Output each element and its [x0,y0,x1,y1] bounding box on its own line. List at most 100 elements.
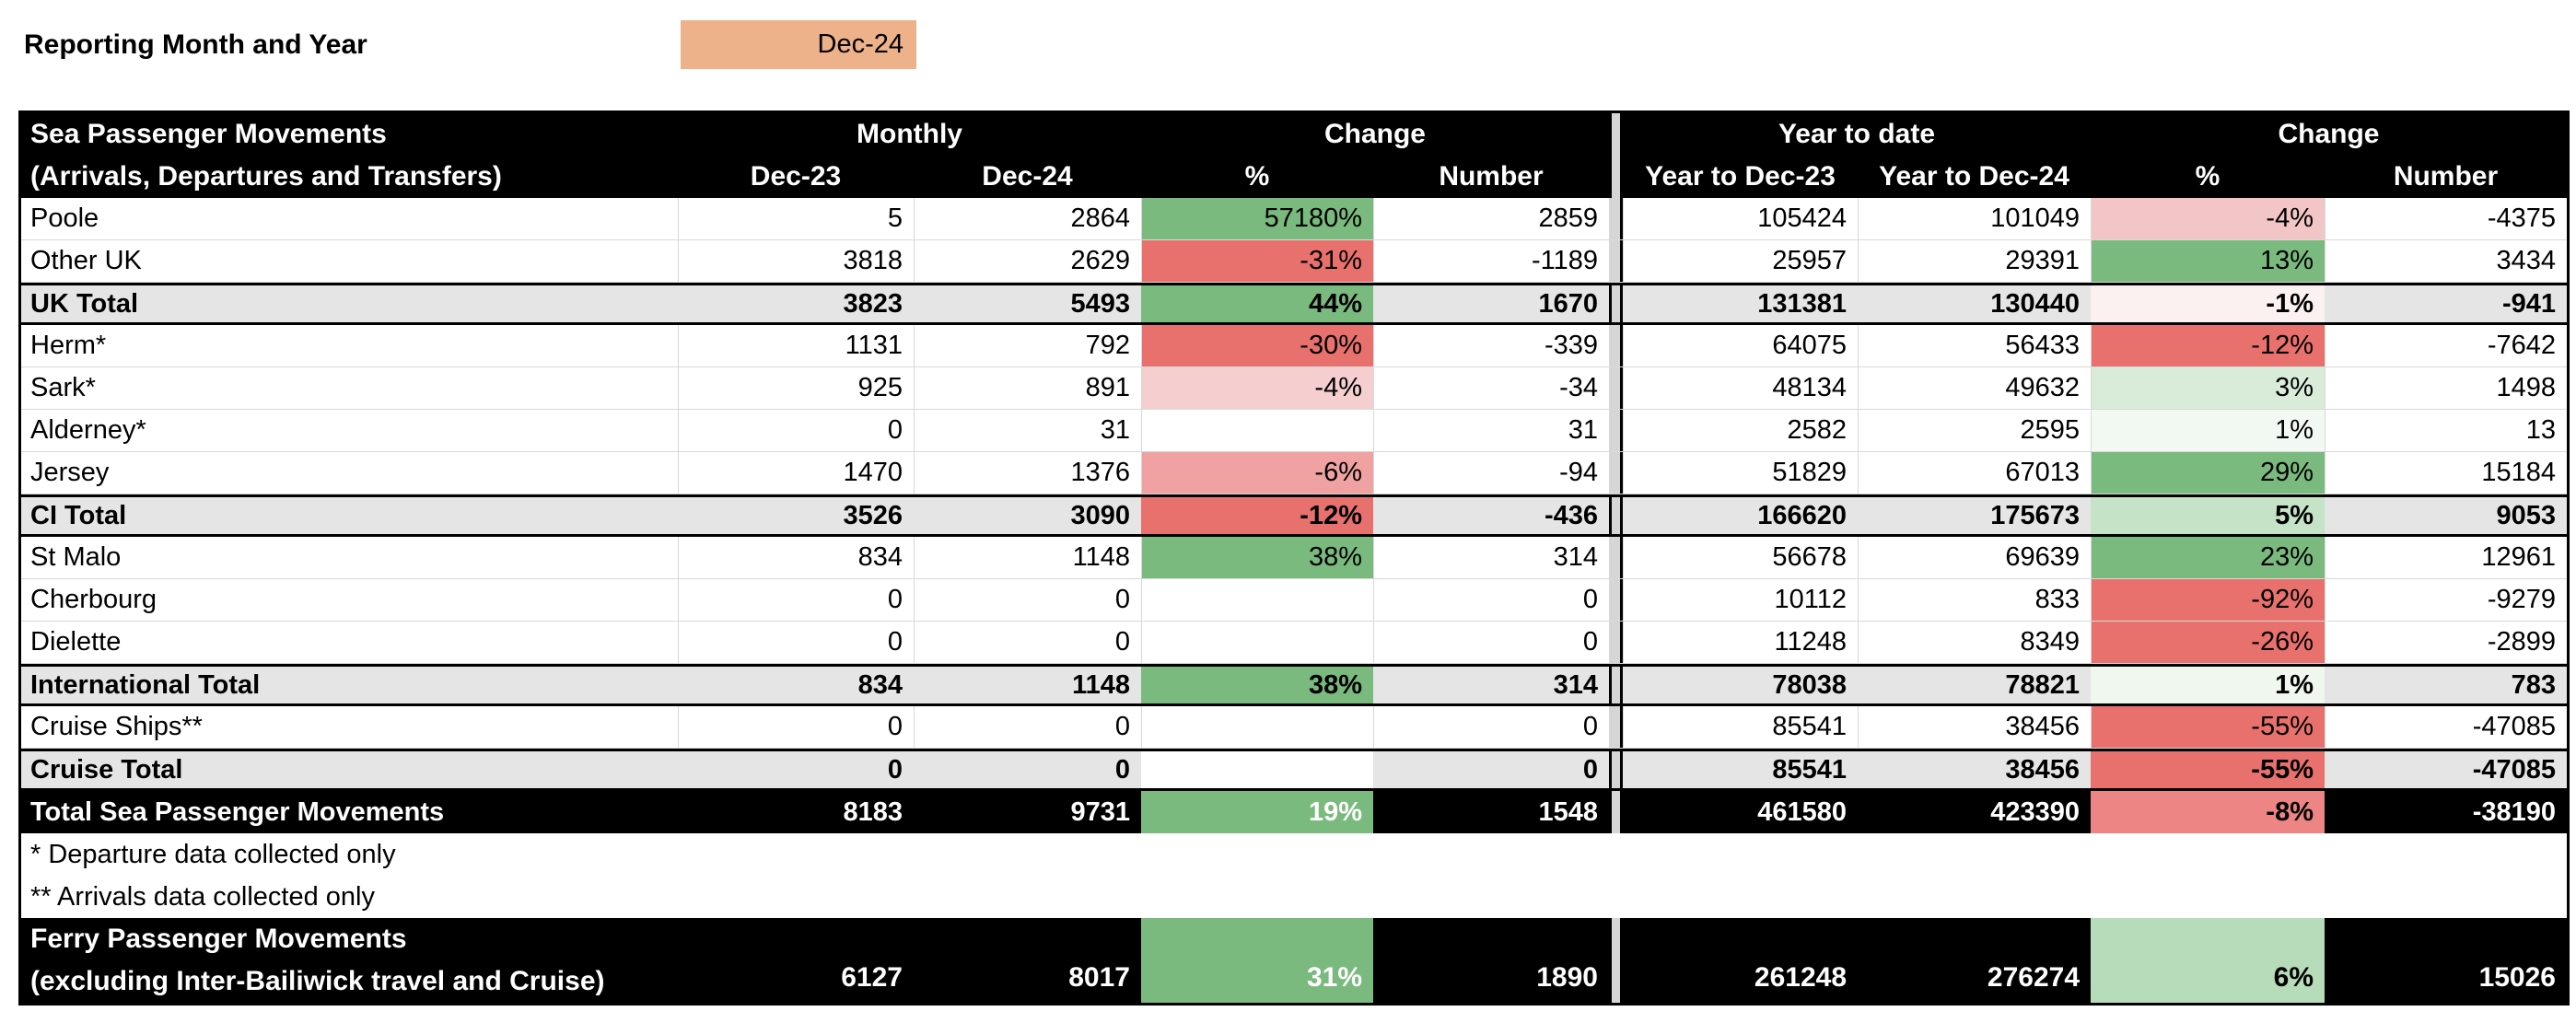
cell-monthly-dec24: 1376 [914,452,1141,494]
header-ytd-group: Year to date [1778,119,1936,149]
cell-label: Cruise Total [30,754,183,785]
cell-monthly-dec23: 925 [678,367,914,409]
cell-ytd-number: -7642 [2325,325,2567,366]
col-header-ytd-dec24: Year to Dec-24 [1879,161,2069,192]
cell-monthly-pct: 57180% [1141,198,1373,239]
cell-label: Sark* [30,373,96,402]
cell-ytd-pct: -55% [2091,751,2325,788]
cell-ytd-dec23: 10112 [1623,579,1858,621]
table-row-poole: Poole 5 2864 57180% 2859 105424 101049 -4% -4375 [21,198,2567,240]
cell-ytd-dec24: 78821 [2005,669,2080,700]
col-header-monthly-dec24: Dec-24 [982,161,1073,192]
cell-monthly-number: -94 [1373,452,1609,494]
cell-label: Herm* [30,331,107,360]
cell-separator [1609,240,1623,282]
cell-monthly-dec24: 0 [914,579,1141,621]
cell-ytd-dec23: 64075 [1623,325,1858,366]
col-header-ytd-pct: % [2195,161,2220,192]
cell-separator [1609,497,1623,534]
cell-monthly-pct [1141,622,1373,663]
cell-monthly-number: 1890 [1536,962,1598,993]
cell-ytd-dec24: 8349 [1858,622,2091,663]
cell-monthly-pct: 38% [1141,667,1373,703]
section-separator [1609,113,1623,156]
col-header-monthly-pct: % [1244,161,1270,192]
header-monthly-group: Monthly [857,119,962,149]
table-row-total-sea-passenger-movements: Total Sea Passenger Movements 8183 9731 19%… [21,791,2567,833]
cell-monthly-number: 0 [1582,754,1598,785]
cell-monthly-dec23: 3818 [678,240,914,282]
cell-ytd-pct: 3% [2091,367,2325,409]
header-monthly-change-group: Change [1323,119,1426,149]
cell-ytd-dec23: 261248 [1754,962,1847,993]
cell-monthly-number: -1189 [1373,240,1609,282]
cell-monthly-dec23: 0 [678,579,914,621]
cell-ytd-pct: 23% [2091,537,2325,578]
col-header-ytd-number: Number [2393,161,2499,192]
cell-separator [1609,285,1623,322]
section-separator [1609,918,1623,1003]
reporting-month-value-cell[interactable]: Dec-24 [681,20,916,69]
header-row-columns: (Arrivals, Departures and Transfers) Dec… [21,156,2567,198]
table-row-alderney: Alderney* 0 31 31 2582 2595 1% 13 [21,410,2567,452]
cell-ytd-dec24: 276274 [1987,962,2080,993]
cell-monthly-dec23: 3526 [843,500,903,530]
cell-label: UK Total [30,288,139,319]
cell-ytd-dec23: 105424 [1623,198,1858,239]
cell-monthly-pct: -4% [1141,367,1373,409]
table-body: Poole 5 2864 57180% 2859 105424 101049 -4% -4375… [21,198,2567,833]
cell-monthly-number: 0 [1373,622,1609,663]
cell-monthly-pct: -6% [1141,452,1373,494]
cell-separator [1609,410,1623,451]
footnote-arrivals: ** Arrivals data collected only [21,876,2567,918]
cell-ytd-dec24: 175673 [1990,500,2080,530]
cell-ytd-pct: 29% [2091,452,2325,494]
cell-monthly-dec24: 0 [914,706,1141,748]
table-row-uk-total: UK Total 3823 5493 44% 1670 131381 130440 -1% -9… [21,283,2567,325]
cell-ytd-pct: 1% [2091,667,2325,703]
cell-ytd-number: 15184 [2325,452,2567,494]
cell-ytd-number: 15026 [2478,962,2556,993]
cell-label: Cherbourg [30,585,157,614]
reporting-month-label: Reporting Month and Year [24,29,367,60]
cell-monthly-pct [1141,751,1373,788]
cell-ytd-dec23: 85541 [1772,754,1847,785]
cell-ytd-dec24: 101049 [1858,198,2091,239]
cell-ytd-dec23: 461580 [1757,796,1847,827]
cell-monthly-pct: 38% [1141,537,1373,578]
cell-monthly-dec24: 1148 [1072,669,1130,700]
cell-monthly-number: 1548 [1538,796,1598,827]
cell-ytd-pct: -12% [2091,325,2325,366]
cell-ytd-dec24: 56433 [1858,325,2091,366]
cell-separator [1609,667,1623,703]
cell-monthly-pct: 19% [1141,791,1373,833]
cell-monthly-dec24: 2629 [914,240,1141,282]
cell-ytd-dec23: 25957 [1623,240,1858,282]
cell-separator [1609,367,1623,409]
cell-separator [1609,537,1623,578]
cell-ytd-dec24: 833 [1858,579,2091,621]
cell-monthly-pct: -31% [1141,240,1373,282]
col-header-ytd-dec23: Year to Dec-23 [1645,161,1836,192]
cell-ytd-number: 9053 [2496,500,2556,530]
cell-separator [1609,198,1623,239]
cell-monthly-dec23: 6127 [841,962,903,993]
cell-ytd-pct: 6% [2091,918,2325,1003]
header-row-groups: Sea Passenger Movements Monthly Change Y… [21,113,2567,156]
cell-monthly-pct [1141,579,1373,621]
cell-monthly-number: 1670 [1538,288,1598,319]
cell-monthly-dec23: 834 [678,537,914,578]
cell-monthly-number: 31 [1373,410,1609,451]
cell-label: International Total [30,669,261,700]
cell-monthly-pct: -12% [1141,497,1373,534]
cell-monthly-dec24: 2864 [914,198,1141,239]
cell-ytd-dec23: 131381 [1757,288,1847,319]
cell-separator [1609,706,1623,748]
cell-ytd-dec24: 2595 [1858,410,2091,451]
cell-monthly-number: -436 [1544,500,1598,530]
table-row-cherbourg: Cherbourg 0 0 0 10112 833 -92% -9279 [21,579,2567,622]
cell-ytd-pct: -26% [2091,622,2325,663]
cell-ytd-dec24: 49632 [1858,367,2091,409]
cell-monthly-number: -339 [1373,325,1609,366]
